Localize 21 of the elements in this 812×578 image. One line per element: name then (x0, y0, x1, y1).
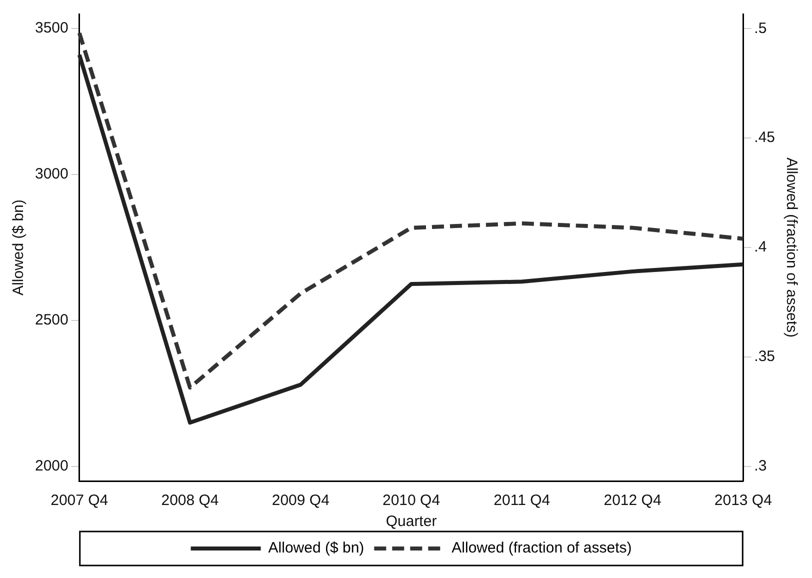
x-tick-label: 2009 Q4 (272, 492, 330, 510)
y-tick-label: 3000 (34, 166, 68, 183)
x-tick-label: 2012 Q4 (604, 492, 662, 510)
y-tick-label: 3500 (34, 20, 68, 37)
y2-tick-label: .3 (754, 457, 767, 474)
x-tick-label: 2011 Q4 (494, 492, 550, 510)
y-tick-label: 2000 (34, 458, 68, 475)
y2-tick-label: .35 (754, 348, 776, 366)
x-axis-title: Quarter (386, 513, 437, 530)
y2-axis-title: Allowed (fraction of assets) (782, 157, 800, 338)
x-tick-label: 2007 Q4 (50, 492, 108, 510)
y2-tick-label: .4 (754, 238, 767, 256)
y2-tick-label: .5 (754, 20, 767, 37)
legend-label: Allowed ($ bn) (268, 540, 364, 557)
x-tick-label: 2010 Q4 (382, 492, 440, 510)
y-axis-title: Allowed ($ bn) (10, 200, 28, 296)
x-tick-label: 2013 Q4 (714, 492, 772, 510)
legend-label: Allowed (fraction of assets) (452, 540, 632, 557)
y2-tick-label: .45 (754, 129, 776, 146)
y-tick-label: 2500 (34, 312, 68, 329)
x-tick-label: 2008 Q4 (161, 492, 219, 510)
